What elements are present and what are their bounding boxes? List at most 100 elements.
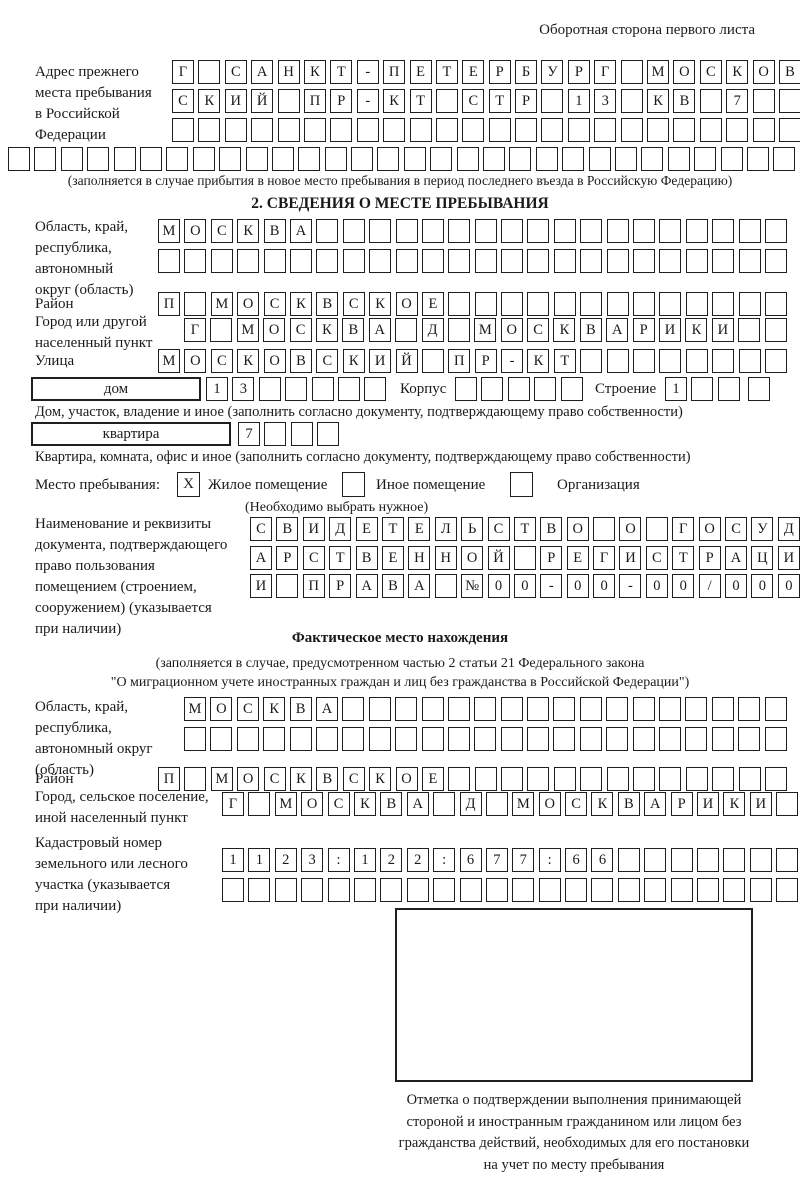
char-cell[interactable] [258, 377, 281, 401]
char-cell[interactable]: Й [487, 546, 510, 570]
char-cell[interactable] [342, 727, 365, 751]
char-cell[interactable]: К [647, 89, 670, 113]
char-cell[interactable]: В [540, 517, 563, 541]
char-cell[interactable]: О [395, 292, 418, 316]
char-cell[interactable]: К [289, 292, 312, 316]
char-cell[interactable] [606, 292, 629, 316]
char-cell[interactable]: У [751, 517, 774, 541]
char-cell[interactable] [248, 792, 271, 816]
char-cell[interactable] [356, 118, 379, 142]
char-cell[interactable]: Й [251, 89, 274, 113]
char-cell[interactable] [485, 792, 508, 816]
char-cell[interactable]: Й [395, 349, 418, 373]
char-cell[interactable]: С [699, 60, 722, 84]
char-cell[interactable] [383, 118, 406, 142]
char-cell[interactable]: О [263, 349, 286, 373]
char-cell[interactable]: Т [329, 546, 352, 570]
char-cell[interactable]: О [752, 60, 775, 84]
char-cell[interactable]: С [172, 89, 194, 113]
char-cell[interactable] [538, 878, 561, 902]
char-cell[interactable]: А [408, 574, 431, 598]
char-cell[interactable]: К [591, 792, 614, 816]
char-cell[interactable] [614, 147, 637, 171]
char-cell[interactable]: - [356, 60, 379, 84]
char-cell[interactable]: А [251, 60, 274, 84]
char-cell[interactable] [395, 249, 418, 273]
char-cell[interactable] [380, 878, 403, 902]
char-cell[interactable]: 0 [777, 574, 800, 598]
char-cell[interactable]: А [368, 318, 391, 342]
char-cell[interactable]: Д [329, 517, 352, 541]
char-cell[interactable] [685, 249, 708, 273]
char-cell[interactable] [778, 118, 800, 142]
char-cell[interactable] [527, 727, 550, 751]
char-cell[interactable]: 2 [406, 848, 429, 872]
char-cell[interactable] [237, 249, 260, 273]
char-cell[interactable] [184, 767, 207, 791]
char-cell[interactable]: П [303, 89, 326, 113]
char-cell[interactable] [617, 878, 640, 902]
char-cell[interactable] [474, 727, 497, 751]
char-cell[interactable]: И [369, 349, 392, 373]
char-cell[interactable] [316, 219, 339, 243]
char-cell[interactable] [500, 727, 523, 751]
char-cell[interactable]: 1 [567, 89, 590, 113]
char-cell[interactable] [342, 219, 365, 243]
char-cell[interactable] [298, 147, 321, 171]
char-cell[interactable]: С [462, 89, 485, 113]
char-cell[interactable]: 6 [565, 848, 588, 872]
char-cell[interactable] [364, 377, 387, 401]
char-cell[interactable] [748, 377, 770, 401]
char-cell[interactable]: С [210, 349, 233, 373]
char-cell[interactable] [749, 848, 772, 872]
char-cell[interactable]: С [487, 517, 510, 541]
char-cell[interactable] [685, 697, 708, 721]
char-cell[interactable] [158, 249, 180, 273]
char-cell[interactable] [342, 697, 365, 721]
char-cell[interactable]: Е [408, 517, 431, 541]
char-cell[interactable] [535, 147, 558, 171]
char-cell[interactable] [421, 697, 444, 721]
char-cell[interactable] [210, 249, 233, 273]
char-cell[interactable] [659, 249, 682, 273]
char-cell[interactable] [659, 697, 682, 721]
char-cell[interactable] [606, 697, 629, 721]
char-cell[interactable] [723, 848, 746, 872]
char-cell[interactable]: И [711, 318, 734, 342]
char-cell[interactable]: Е [566, 546, 589, 570]
char-cell[interactable] [534, 377, 557, 401]
char-cell[interactable] [277, 118, 300, 142]
char-cell[interactable] [368, 697, 391, 721]
char-cell[interactable] [580, 249, 603, 273]
char-cell[interactable] [236, 727, 259, 751]
char-cell[interactable] [501, 219, 524, 243]
char-cell[interactable]: А [289, 219, 312, 243]
char-cell[interactable]: Т [435, 60, 458, 84]
char-cell[interactable]: О [461, 546, 484, 570]
char-cell[interactable]: С [316, 349, 339, 373]
char-cell[interactable] [773, 147, 796, 171]
char-cell[interactable] [659, 292, 682, 316]
char-cell[interactable]: Д [421, 318, 444, 342]
char-cell[interactable]: В [355, 546, 378, 570]
char-cell[interactable] [474, 292, 497, 316]
char-cell[interactable]: : [433, 848, 456, 872]
char-cell[interactable] [483, 147, 506, 171]
char-cell[interactable] [289, 727, 312, 751]
char-cell[interactable]: Т [381, 517, 404, 541]
char-cell[interactable]: К [315, 318, 338, 342]
char-cell[interactable] [485, 878, 508, 902]
char-cell[interactable] [738, 349, 761, 373]
char-cell[interactable]: В [316, 767, 339, 791]
char-cell[interactable]: В [276, 517, 299, 541]
char-cell[interactable]: - [540, 574, 563, 598]
char-cell[interactable] [184, 727, 206, 751]
char-cell[interactable]: А [315, 697, 338, 721]
char-cell[interactable] [541, 118, 564, 142]
char-cell[interactable]: 7 [485, 848, 508, 872]
char-cell[interactable] [455, 377, 477, 401]
char-cell[interactable]: В [579, 318, 602, 342]
char-cell[interactable] [764, 349, 787, 373]
char-cell[interactable] [641, 147, 664, 171]
char-cell[interactable]: О [237, 292, 260, 316]
